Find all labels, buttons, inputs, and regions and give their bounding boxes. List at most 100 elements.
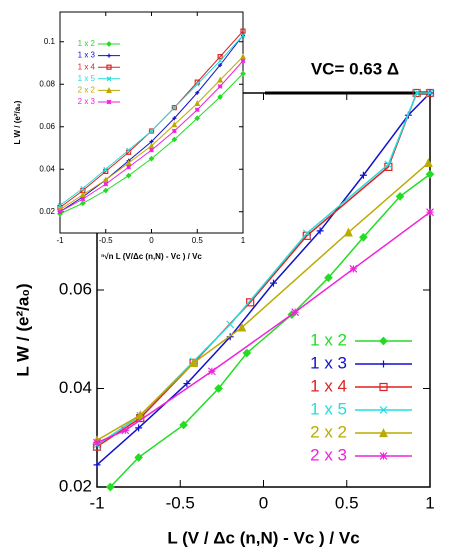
marker: [359, 171, 367, 179]
marker: [93, 461, 101, 469]
x-tick-label: -0.5: [99, 236, 113, 245]
legend-label: 1 x 5: [310, 399, 347, 418]
legend-label: 1 x 2: [78, 39, 96, 48]
marker: [171, 121, 178, 128]
inset-background: [60, 12, 243, 233]
marker: [134, 453, 143, 462]
legend-marker: [106, 41, 112, 47]
marker: [93, 438, 101, 447]
marker: [171, 128, 177, 134]
y-tick-label: 0.1: [44, 37, 56, 46]
marker: [105, 482, 115, 492]
marker: [57, 202, 63, 208]
marker: [195, 90, 200, 95]
y-axis-label: L W / (e²/a₀): [13, 283, 32, 376]
marker: [135, 424, 143, 432]
main-chart: -1 -0.5 0 0.5 1 0.02 0.04 0.06 L (V / Δc (n,N) -…: [13, 59, 434, 547]
x-tick-label: 0: [149, 236, 154, 245]
marker: [194, 81, 200, 87]
marker: [102, 176, 109, 183]
x-tick-label: 1: [241, 236, 246, 245]
marker: [103, 166, 109, 172]
legend-marker: [106, 99, 112, 105]
marker: [343, 227, 353, 237]
x-tick-label: -0.5: [166, 493, 195, 512]
x-tick-label: 1: [425, 493, 434, 512]
x-tick-label: 0.5: [335, 493, 359, 512]
marker: [148, 142, 155, 149]
marker: [125, 159, 132, 166]
y-tick-label: 0.06: [59, 279, 92, 298]
marker: [217, 54, 223, 60]
marker: [395, 192, 405, 201]
legend-marker: [106, 87, 112, 94]
x-tick-label: 0: [259, 493, 268, 512]
marker: [269, 279, 277, 287]
inset-chart: -1 -0.5 0 0.5 1 0.02 0.04 0.06 0.08 0.1 ⁿ√n L (V/Δ…: [13, 11, 246, 261]
marker: [207, 367, 216, 376]
marker: [103, 181, 109, 187]
legend-label: 1 x 3: [78, 51, 96, 60]
legend-label: 2 x 2: [310, 422, 347, 441]
x-axis-label: L (V / Δc (n,N) - Vc ) / Vc: [167, 528, 359, 547]
marker: [148, 155, 155, 162]
annotation: VC= 0.63 Δ: [311, 59, 399, 78]
marker: [217, 83, 223, 89]
marker: [149, 147, 154, 153]
marker: [302, 229, 311, 238]
legend-marker: [107, 53, 111, 58]
legend-marker: [106, 76, 112, 82]
marker: [302, 231, 311, 240]
x-tick-label: -1: [56, 236, 64, 245]
legend-label: 1 x 2: [310, 330, 347, 349]
marker: [218, 63, 223, 68]
marker: [80, 200, 86, 207]
marker: [57, 209, 63, 215]
marker: [349, 264, 358, 273]
y-tick-label: 0.04: [59, 378, 92, 397]
marker: [126, 164, 132, 170]
marker: [359, 232, 368, 242]
x-tick-label: 0.5: [192, 236, 204, 245]
x-tick-label: -1: [89, 493, 104, 512]
legend-label: 1 x 3: [310, 353, 347, 372]
marker: [240, 53, 246, 60]
marker: [194, 115, 201, 122]
legend-label: 2 x 3: [310, 445, 347, 464]
marker: [189, 358, 199, 367]
legend-marker: [379, 406, 388, 414]
marker: [240, 28, 246, 34]
marker: [242, 348, 252, 358]
marker: [426, 208, 434, 217]
marker: [172, 116, 177, 121]
marker: [135, 410, 145, 420]
marker: [384, 160, 393, 169]
legend-marker: [106, 64, 112, 70]
marker: [80, 196, 86, 202]
marker: [237, 322, 247, 332]
marker: [171, 136, 178, 143]
legend-label: 2 x 3: [78, 97, 96, 106]
legend-marker: [379, 428, 388, 438]
legend-label: 1 x 5: [78, 74, 96, 83]
marker: [214, 384, 223, 393]
legend-label: 2 x 2: [78, 86, 96, 95]
marker: [426, 89, 434, 97]
y-axis-label: L W / (e²/a₀): [13, 100, 22, 144]
marker: [240, 58, 246, 64]
series-line: [96, 162, 429, 441]
marker: [179, 420, 188, 430]
marker: [171, 105, 177, 111]
marker: [194, 107, 200, 113]
series-line: [96, 211, 431, 444]
marker: [102, 187, 109, 194]
y-tick-label: 0.02: [39, 207, 55, 216]
marker: [217, 58, 223, 64]
marker: [217, 76, 224, 83]
x-axis-label: ⁿ√n L (V/Δc (n,N) - Vc ) / Vc: [101, 252, 202, 261]
legend-label: 1 x 4: [310, 376, 347, 395]
legend-marker: [379, 336, 388, 346]
marker: [324, 273, 333, 283]
marker: [240, 70, 246, 77]
